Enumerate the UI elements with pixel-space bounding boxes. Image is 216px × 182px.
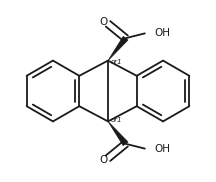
Text: OH: OH xyxy=(155,144,171,154)
Polygon shape xyxy=(108,36,128,61)
Text: or1: or1 xyxy=(111,117,123,123)
Text: or1: or1 xyxy=(111,59,123,65)
Text: O: O xyxy=(100,17,108,27)
Text: OH: OH xyxy=(155,28,171,38)
Polygon shape xyxy=(108,121,128,146)
Text: O: O xyxy=(100,155,108,165)
